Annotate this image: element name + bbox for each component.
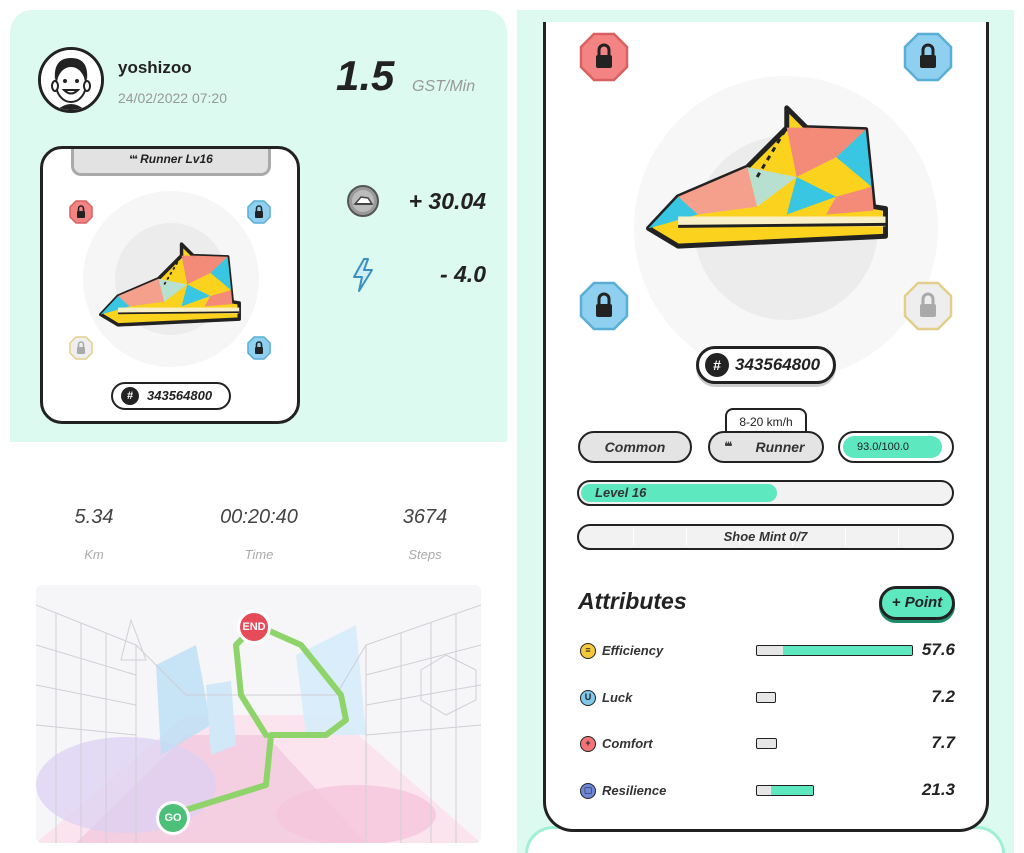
gem-socket-blue-lock-2-icon[interactable] <box>579 281 629 331</box>
attribute-value: 7.2 <box>931 687 955 706</box>
shoe-type-tag: ❛❛❛ Runner Lv16 <box>71 149 271 176</box>
footprints-icon: ❛❛❛ <box>724 439 732 454</box>
sneaker-icon <box>99 242 241 327</box>
attribute-name: Comfort <box>602 736 653 751</box>
mint-segment-divider <box>898 528 899 546</box>
footprints-icon: ❛❛❛ <box>129 154 138 166</box>
attribute-name: Luck <box>602 690 633 705</box>
sneaker-large-icon <box>646 105 888 249</box>
attribute-name: Efficiency <box>602 643 664 658</box>
route-end-badge: END <box>237 610 271 644</box>
time-label: Time <box>244 547 274 562</box>
lock-socket-grey-icon[interactable] <box>69 336 93 360</box>
steps-stat: 3674 Steps <box>365 506 485 562</box>
attributes-title: Attributes <box>578 588 687 614</box>
distance-value: 5.34 <box>74 506 114 528</box>
attribute-bar <box>756 692 776 703</box>
gem-socket-red-lock-icon[interactable] <box>579 32 629 82</box>
gst-earned-row: + 30.04 <box>346 184 486 220</box>
speed-range-tag: 8-20 km/h <box>725 408 807 434</box>
gem-socket-blue-lock-icon[interactable] <box>903 32 953 82</box>
energy-used-value: - 4.0 <box>439 261 486 287</box>
gem-socket-grey-lock-icon[interactable] <box>903 281 953 331</box>
attribute-value: 7.7 <box>931 733 955 752</box>
attribute-row-luck: U Luck 7.2 <box>580 687 955 709</box>
attribute-row-comfort: + Comfort 7.7 <box>580 733 955 755</box>
add-point-button[interactable]: + Point <box>879 586 955 620</box>
gst-rate-unit: GST/Min <box>412 78 476 95</box>
mint-segment-divider <box>633 528 634 546</box>
attribute-bar-fill <box>783 646 912 655</box>
durability-pill[interactable]: 93.0/100.0 <box>838 431 954 463</box>
time-value: 00:20:40 <box>220 506 298 528</box>
shoe-id-large: 343564800 <box>735 355 821 374</box>
gst-earned-value: + 30.04 <box>408 188 486 214</box>
steps-value: 3674 <box>402 506 448 528</box>
attribute-value: 57.6 <box>921 640 955 659</box>
distance-label: Km <box>84 547 104 562</box>
hash-icon: # <box>705 353 729 377</box>
shoe-mint-label: Shoe Mint 0/7 <box>723 529 808 544</box>
lock-socket-red-icon[interactable] <box>69 200 93 224</box>
quality-pill[interactable]: Common <box>578 431 692 463</box>
level-label: Level 16 <box>595 485 647 500</box>
shoe-id: 343564800 <box>147 388 213 403</box>
resilience-icon: ▢ <box>580 783 596 799</box>
shoe-id-pill-large: # 343564800 <box>696 346 836 384</box>
hash-icon: # <box>121 387 139 405</box>
shoe-type-pill[interactable]: ❛❛❛ Runner <box>708 431 824 463</box>
attribute-value: 21.3 <box>921 780 955 799</box>
energy-bolt-icon <box>353 258 373 292</box>
luck-icon: U <box>580 690 596 706</box>
mint-segment-divider <box>845 528 846 546</box>
attribute-bar <box>756 645 913 656</box>
attribute-row-resilience: ▢ Resilience 21.3 <box>580 780 955 802</box>
gst-coin-icon <box>347 185 379 217</box>
shoe-card[interactable]: ❛❛❛ Runner Lv16 # 343564800 <box>40 146 300 424</box>
attribute-row-efficiency: ≡ Efficiency 57.6 <box>580 640 955 662</box>
mint-segment-divider <box>739 528 740 546</box>
durability-fill: 93.0/100.0 <box>843 436 942 458</box>
gst-rate-value: 1.5 <box>336 52 395 99</box>
mint-segment-divider <box>792 528 793 546</box>
shoe-type-label: Runner Lv16 <box>140 152 213 166</box>
efficiency-icon: ≡ <box>580 643 596 659</box>
comfort-icon: + <box>580 736 596 752</box>
energy-used-row: - 4.0 <box>346 257 486 293</box>
mint-segment-divider <box>686 528 687 546</box>
user-avatar[interactable] <box>38 47 104 113</box>
route-map[interactable]: END GO <box>36 585 481 843</box>
level-bar[interactable]: Level 16 <box>577 480 954 506</box>
attribute-name: Resilience <box>602 783 667 798</box>
level-bar-fill <box>581 484 777 502</box>
steps-label: Steps <box>408 547 442 562</box>
shoe-mint-bar[interactable]: Shoe Mint 0/7 <box>577 524 954 550</box>
shoe-id-pill: # 343564800 <box>111 382 231 410</box>
route-start-badge: GO <box>156 801 190 835</box>
distance-stat: 5.34 Km <box>34 506 154 562</box>
lock-socket-blue-icon[interactable] <box>247 200 271 224</box>
attribute-bar-fill <box>771 786 813 795</box>
username: yoshizoo <box>118 58 192 77</box>
attribute-bar <box>756 738 777 749</box>
attribute-bar <box>756 785 814 796</box>
time-stat: 00:20:40 Time <box>199 506 319 562</box>
lock-socket-blue-2-icon[interactable] <box>247 336 271 360</box>
activity-datetime: 24/02/2022 07:20 <box>118 90 227 106</box>
shoe-type-text: Runner <box>755 439 805 455</box>
